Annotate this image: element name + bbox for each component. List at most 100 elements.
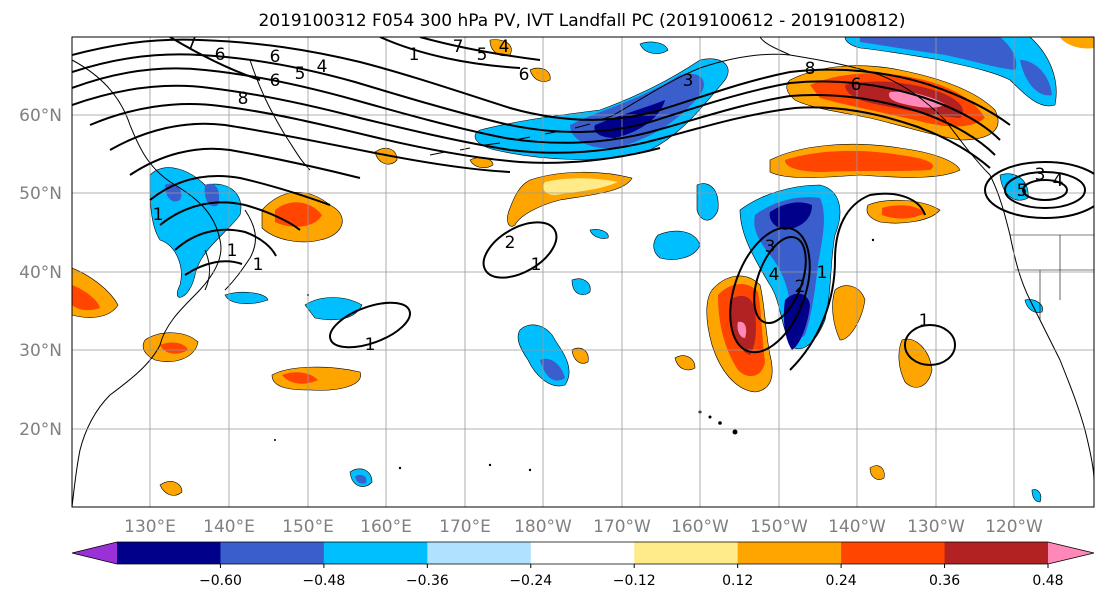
contour-label: 6 [851, 75, 862, 95]
negative-anomaly [769, 202, 812, 230]
lon-tick-label: 170°E [439, 517, 491, 537]
pacific-island [488, 463, 492, 467]
gridlines [72, 37, 1094, 507]
contour-label: 5 [477, 45, 488, 65]
lon-tick-label: 130°E [124, 517, 176, 537]
contour-label: 1 [253, 255, 264, 275]
positive-anomaly [785, 150, 934, 172]
pv-contour-ring [753, 236, 807, 324]
contour-label: 1 [227, 241, 238, 261]
lat-tick-label: 40°N [19, 263, 62, 283]
contour-label: 2 [505, 233, 516, 253]
lat-tick-label: 20°N [19, 420, 62, 440]
colorbar-tick-label: −0.24 [509, 573, 552, 589]
contour-label: 4 [499, 37, 510, 57]
pv-contour [174, 228, 277, 257]
negative-anomaly [540, 358, 565, 381]
colorbar-tick-label: 0.24 [826, 573, 857, 589]
pv-contour-ring [904, 324, 956, 366]
hawaii-island [708, 415, 712, 419]
positive-anomaly [674, 355, 696, 371]
positive-anomaly [571, 347, 589, 364]
pv-contour-ring [729, 226, 811, 354]
contour-label: 3 [1035, 165, 1046, 185]
pv-contour [419, 37, 541, 61]
negative-anomaly [224, 291, 269, 304]
negative-anomaly [653, 230, 701, 260]
negative-anomaly [639, 41, 669, 54]
contour-label: 2 [795, 277, 806, 297]
lon-tick-label: 160°W [671, 517, 729, 537]
colorbar-tick-label: 0.36 [929, 573, 960, 589]
positive-anomaly [1060, 37, 1094, 49]
contour-label: 3 [765, 237, 776, 257]
latitude-axis: 60°N 50°N 40°N 30°N 20°N [19, 106, 62, 440]
pacific-island [398, 466, 402, 470]
contour-label: 8 [805, 59, 816, 79]
colorbar-tick-label: 0.12 [722, 573, 753, 589]
figure-title: 2019100312 F054 300 hPa PV, IVT Landfall… [258, 11, 905, 31]
lon-tick-label: 150°W [750, 517, 808, 537]
pv-contour [109, 122, 511, 173]
lon-tick-label: 140°E [203, 517, 255, 537]
negative-anomaly [594, 100, 665, 138]
colorbar-segment [634, 542, 739, 564]
islands [274, 238, 875, 472]
pv-contour-ring [1022, 179, 1068, 201]
colorbar-segment [737, 542, 842, 564]
negative-anomaly [1031, 489, 1042, 503]
colorbar-extend-min [72, 542, 117, 564]
contour-label: 6 [270, 71, 281, 91]
lon-tick-label: 120°W [985, 517, 1043, 537]
colorbar-segment [944, 542, 1049, 564]
alaska-coast [611, 53, 991, 176]
lon-tick-label: 170°W [593, 517, 651, 537]
colorbar-segment [117, 542, 221, 564]
pacific-island [871, 238, 875, 242]
colorbar-segment [323, 542, 428, 564]
alaska-interior-coast [759, 37, 791, 56]
negative-anomaly [204, 183, 220, 207]
colorbar-extend-max [1048, 542, 1094, 564]
negative-anomaly [571, 278, 591, 295]
japan-coast [224, 209, 256, 291]
negative-anomaly [589, 229, 609, 239]
map-panel: 7 6 6 6 5 4 8 1 7 5 4 6 3 8 6 3 5 4 2 1 … [72, 37, 1094, 507]
pacific-island [528, 468, 532, 472]
colorbar-outline [71, 541, 1095, 565]
pv-contour [379, 37, 521, 69]
contour-label: 1 [409, 45, 420, 65]
lon-tick-label: 150°E [282, 517, 334, 537]
pv-contour [72, 53, 1001, 141]
colorbar: −0.60 −0.48 −0.36 −0.24 −0.12 0.12 0.24 0.36 0.4… [71, 541, 1095, 589]
pv-contour [789, 192, 926, 371]
contour-label: 4 [1053, 171, 1064, 191]
positive-anomaly [543, 178, 618, 195]
lat-tick-label: 50°N [19, 184, 62, 204]
pacific-island [274, 439, 276, 441]
colorbar-segment [841, 542, 946, 564]
contour-label: 6 [215, 45, 226, 65]
positive-anomaly [72, 285, 100, 311]
pv-contour [129, 147, 361, 179]
negative-anomaly [304, 297, 363, 321]
negative-anomaly [1020, 60, 1052, 96]
negative-anomaly [860, 37, 1017, 70]
contour-label: 6 [270, 47, 281, 67]
contour-label: 5 [1017, 181, 1028, 201]
contour-label: 1 [817, 263, 828, 283]
positive-anomaly [160, 342, 188, 354]
contour-label: 1 [919, 311, 930, 331]
positive-anomaly [529, 67, 551, 82]
positive-anomaly [282, 372, 318, 384]
positive-anomaly [869, 465, 885, 480]
pv-contour [89, 103, 661, 164]
hawaii-island [718, 421, 722, 425]
positive-anomaly [737, 321, 747, 338]
lon-tick-label: 160°E [360, 517, 412, 537]
contour-label: 1 [153, 205, 164, 225]
contour-label: 6 [519, 65, 530, 85]
pv-contour-ring [329, 301, 411, 349]
pv-contour [159, 201, 301, 231]
